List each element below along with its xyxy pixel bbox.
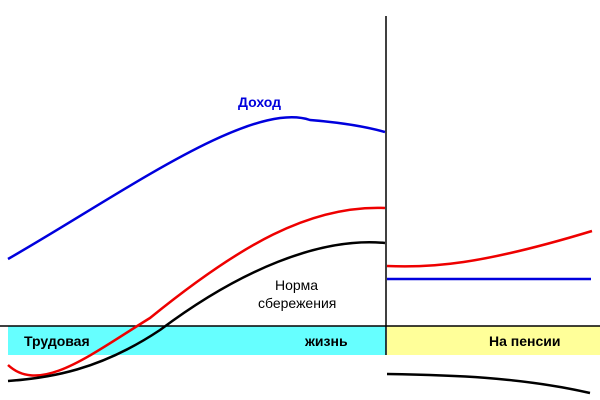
saving-rate-label-line1: Норма xyxy=(275,277,318,293)
retirement-label: На пенсии xyxy=(489,333,560,349)
retirement-band xyxy=(387,326,600,355)
income-label: Доход xyxy=(238,94,281,110)
red-curve-working xyxy=(7,206,386,377)
saving-rate-label-line2: сбережения xyxy=(258,295,336,311)
red-curve-retirement xyxy=(386,229,593,268)
income-curve-working xyxy=(7,116,386,261)
working-life-band xyxy=(8,326,386,355)
working-life-label-left: Трудовая xyxy=(24,333,90,349)
working-life-label-right: жизнь xyxy=(304,333,348,349)
black-curve-retirement xyxy=(386,372,591,395)
black-curve-working xyxy=(7,241,386,383)
